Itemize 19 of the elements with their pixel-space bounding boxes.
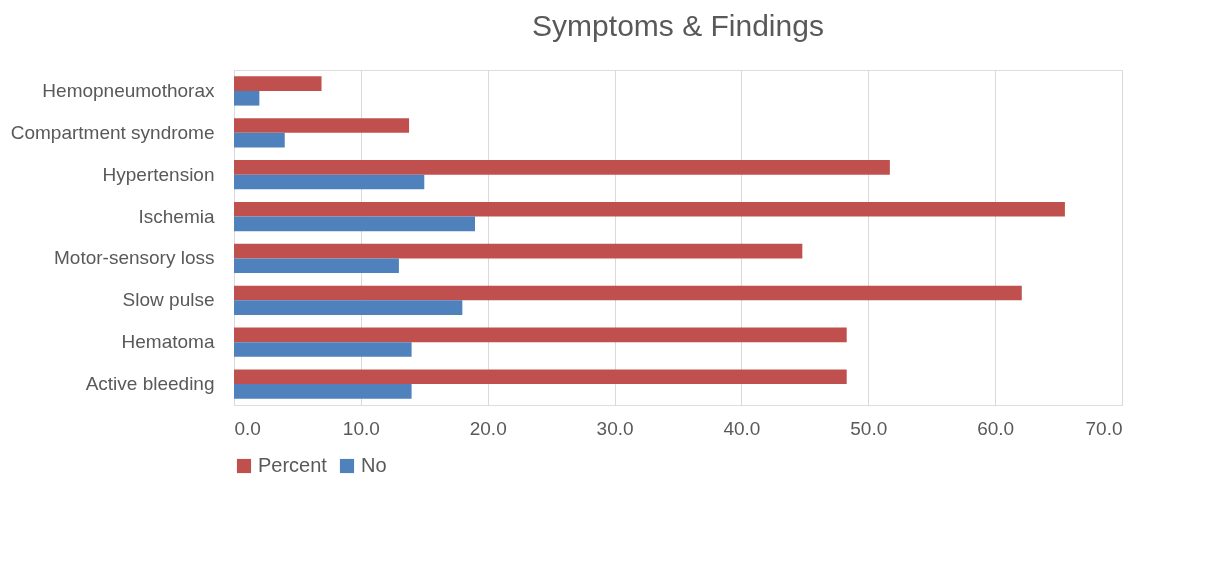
x-tick-label: 50.0	[850, 417, 888, 439]
x-tick-label: 10.0	[342, 417, 380, 439]
legend-label: Percent	[258, 454, 328, 476]
x-tick-label: 70.0	[1085, 417, 1123, 439]
x-tick-label: 20.0	[469, 417, 507, 439]
x-tick-label: 30.0	[596, 417, 634, 439]
x-tick-label: 40.0	[723, 417, 761, 439]
chart-title: Symptoms & Findings	[532, 9, 824, 42]
legend-label: No	[361, 454, 387, 476]
y-tick-label: Motor-sensory loss	[54, 247, 215, 269]
x-tick-label: 60.0	[977, 417, 1015, 439]
y-tick-label: Hypertension	[102, 163, 215, 185]
y-tick-label: Compartment syndrome	[10, 121, 215, 143]
y-tick-label: Slow pulse	[122, 289, 215, 311]
y-tick-label: Hematoma	[121, 331, 215, 353]
y-tick-label: Hemopneumothorax	[42, 79, 215, 101]
y-tick-label: Active bleeding	[85, 373, 215, 395]
x-tick-label: 0.0	[234, 417, 261, 439]
y-tick-label: Ischemia	[138, 205, 215, 227]
